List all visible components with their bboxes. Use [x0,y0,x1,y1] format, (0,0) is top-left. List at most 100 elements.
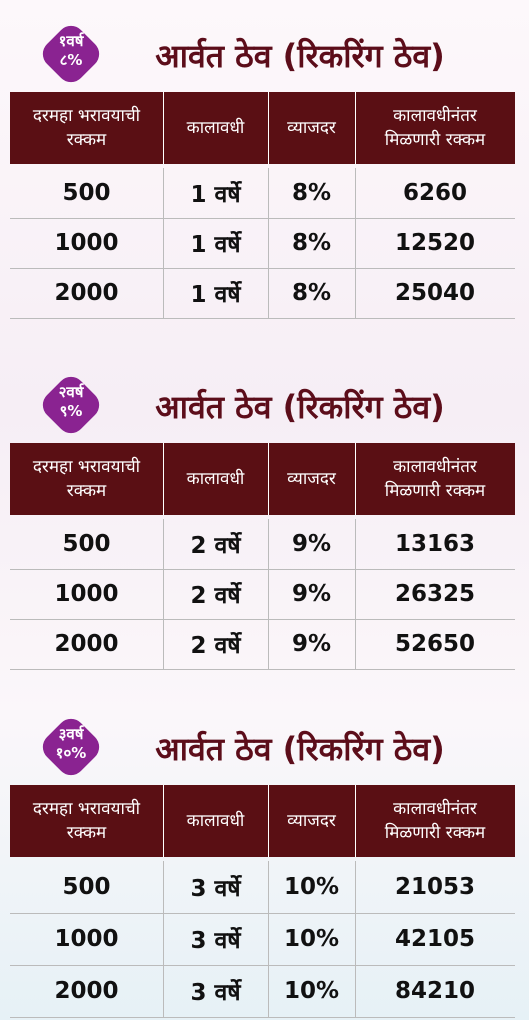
header-divider [163,92,164,164]
table-cell: 1 वर्षे [190,282,241,308]
badge-line: ९% [59,402,83,420]
badge-line: ८% [59,51,83,69]
column-divider [268,861,269,1017]
header-line: दरमहा भरावयाची [32,457,141,477]
section-title: आर्वत ठेव (रिकरिंग ठेव) [155,37,445,75]
table-cell: 52650 [394,631,476,657]
table-cell: 2000 [54,280,119,306]
table-cell: 1 वर्षे [190,182,241,208]
table-header [10,785,515,857]
table-cell: 9% [291,581,332,607]
table-cell: 26325 [394,581,476,607]
table-cell: 10% [283,874,340,900]
row-divider [10,965,515,966]
header-line: मिळणारी रक्कम [384,823,486,843]
table-cell: 2 वर्षे [190,633,241,659]
row-divider [10,569,515,570]
table-cell: 8% [291,280,332,306]
header-cell: व्याजदर [268,92,355,164]
header-line: दरमहा भरावयाची [32,799,141,819]
badge-label: १वर्ष ८% [40,32,102,70]
header-line: मिळणारी रक्कम [384,130,486,150]
badge-label: २वर्ष ९% [40,383,102,421]
header-line: व्याजदर [287,469,336,489]
table-cell: 2000 [54,978,119,1004]
table-cell: 12520 [394,230,476,256]
header-line: व्याजदर [287,118,336,138]
table-cell: 2 वर्षे [190,533,241,559]
header-cell: कालावधीनंतर मिळणारी रक्कम [355,92,515,164]
header-line: कालावधीनंतर [393,457,477,477]
section-title: आर्वत ठेव (रिकरिंग ठेव) [155,730,445,768]
table-cell: 10% [283,926,340,952]
table-cell: 3 वर्षे [190,876,241,902]
header-cell: कालावधीनंतर मिळणारी रक्कम [355,785,515,857]
column-divider [163,861,164,1017]
table-cell: 2000 [54,631,119,657]
column-divider [355,861,356,1017]
table-cell: 1000 [54,926,119,952]
column-divider [163,519,164,669]
column-divider [355,168,356,318]
badge-label: ३वर्ष १०% [40,725,102,763]
header-line: मिळणारी रक्कम [384,481,486,501]
row-divider [10,268,515,269]
header-cell: कालावधी [163,443,268,515]
header-cell: व्याजदर [268,785,355,857]
header-line: रक्कम [66,823,107,843]
section-title: आर्वत ठेव (रिकरिंग ठेव) [155,388,445,426]
header-divider [163,785,164,857]
table-cell: 8% [291,180,332,206]
table-cell: 1000 [54,581,119,607]
table-cell: 25040 [394,280,476,306]
header-line: दरमहा भरावयाची [32,106,141,126]
header-divider [355,92,356,164]
header-cell: दरमहा भरावयाची रक्कम [10,785,163,857]
header-cell: दरमहा भरावयाची रक्कम [10,443,163,515]
header-line: कालावधी [186,118,245,138]
badge-line: ३वर्ष [58,725,84,743]
table-cell: 500 [62,180,111,206]
header-cell: कालावधीनंतर मिळणारी रक्कम [355,443,515,515]
header-cell: कालावधी [163,92,268,164]
column-divider [268,168,269,318]
table-cell: 500 [62,531,111,557]
header-divider [268,785,269,857]
header-line: रक्कम [66,130,107,150]
column-divider [163,168,164,318]
table-cell: 13163 [394,531,476,557]
header-cell: कालावधी [163,785,268,857]
header-line: कालावधी [186,469,245,489]
header-line: कालावधी [186,811,245,831]
row-divider [10,619,515,620]
header-cell: दरमहा भरावयाची रक्कम [10,92,163,164]
table-cell: 3 वर्षे [190,928,241,954]
badge-line: २वर्ष [58,383,84,401]
table-cell: 84210 [394,978,476,1004]
table-cell: 21053 [394,874,476,900]
header-divider [268,443,269,515]
table-cell: 2 वर्षे [190,583,241,609]
table-cell: 10% [283,978,340,1004]
table-cell: 1 वर्षे [190,232,241,258]
badge-line: १वर्ष [58,32,84,50]
row-divider [10,669,515,670]
header-divider [355,443,356,515]
row-divider [10,1017,515,1018]
header-cell: व्याजदर [268,443,355,515]
table-cell: 500 [62,874,111,900]
header-line: व्याजदर [287,811,336,831]
badge-line: १०% [55,744,87,762]
table-cell: 42105 [394,926,476,952]
column-divider [355,519,356,669]
table-cell: 9% [291,631,332,657]
table-cell: 8% [291,230,332,256]
header-line: रक्कम [66,481,107,501]
row-divider [10,218,515,219]
row-divider [10,318,515,319]
table-header [10,92,515,164]
header-divider [355,785,356,857]
table-cell: 9% [291,531,332,557]
header-divider [268,92,269,164]
